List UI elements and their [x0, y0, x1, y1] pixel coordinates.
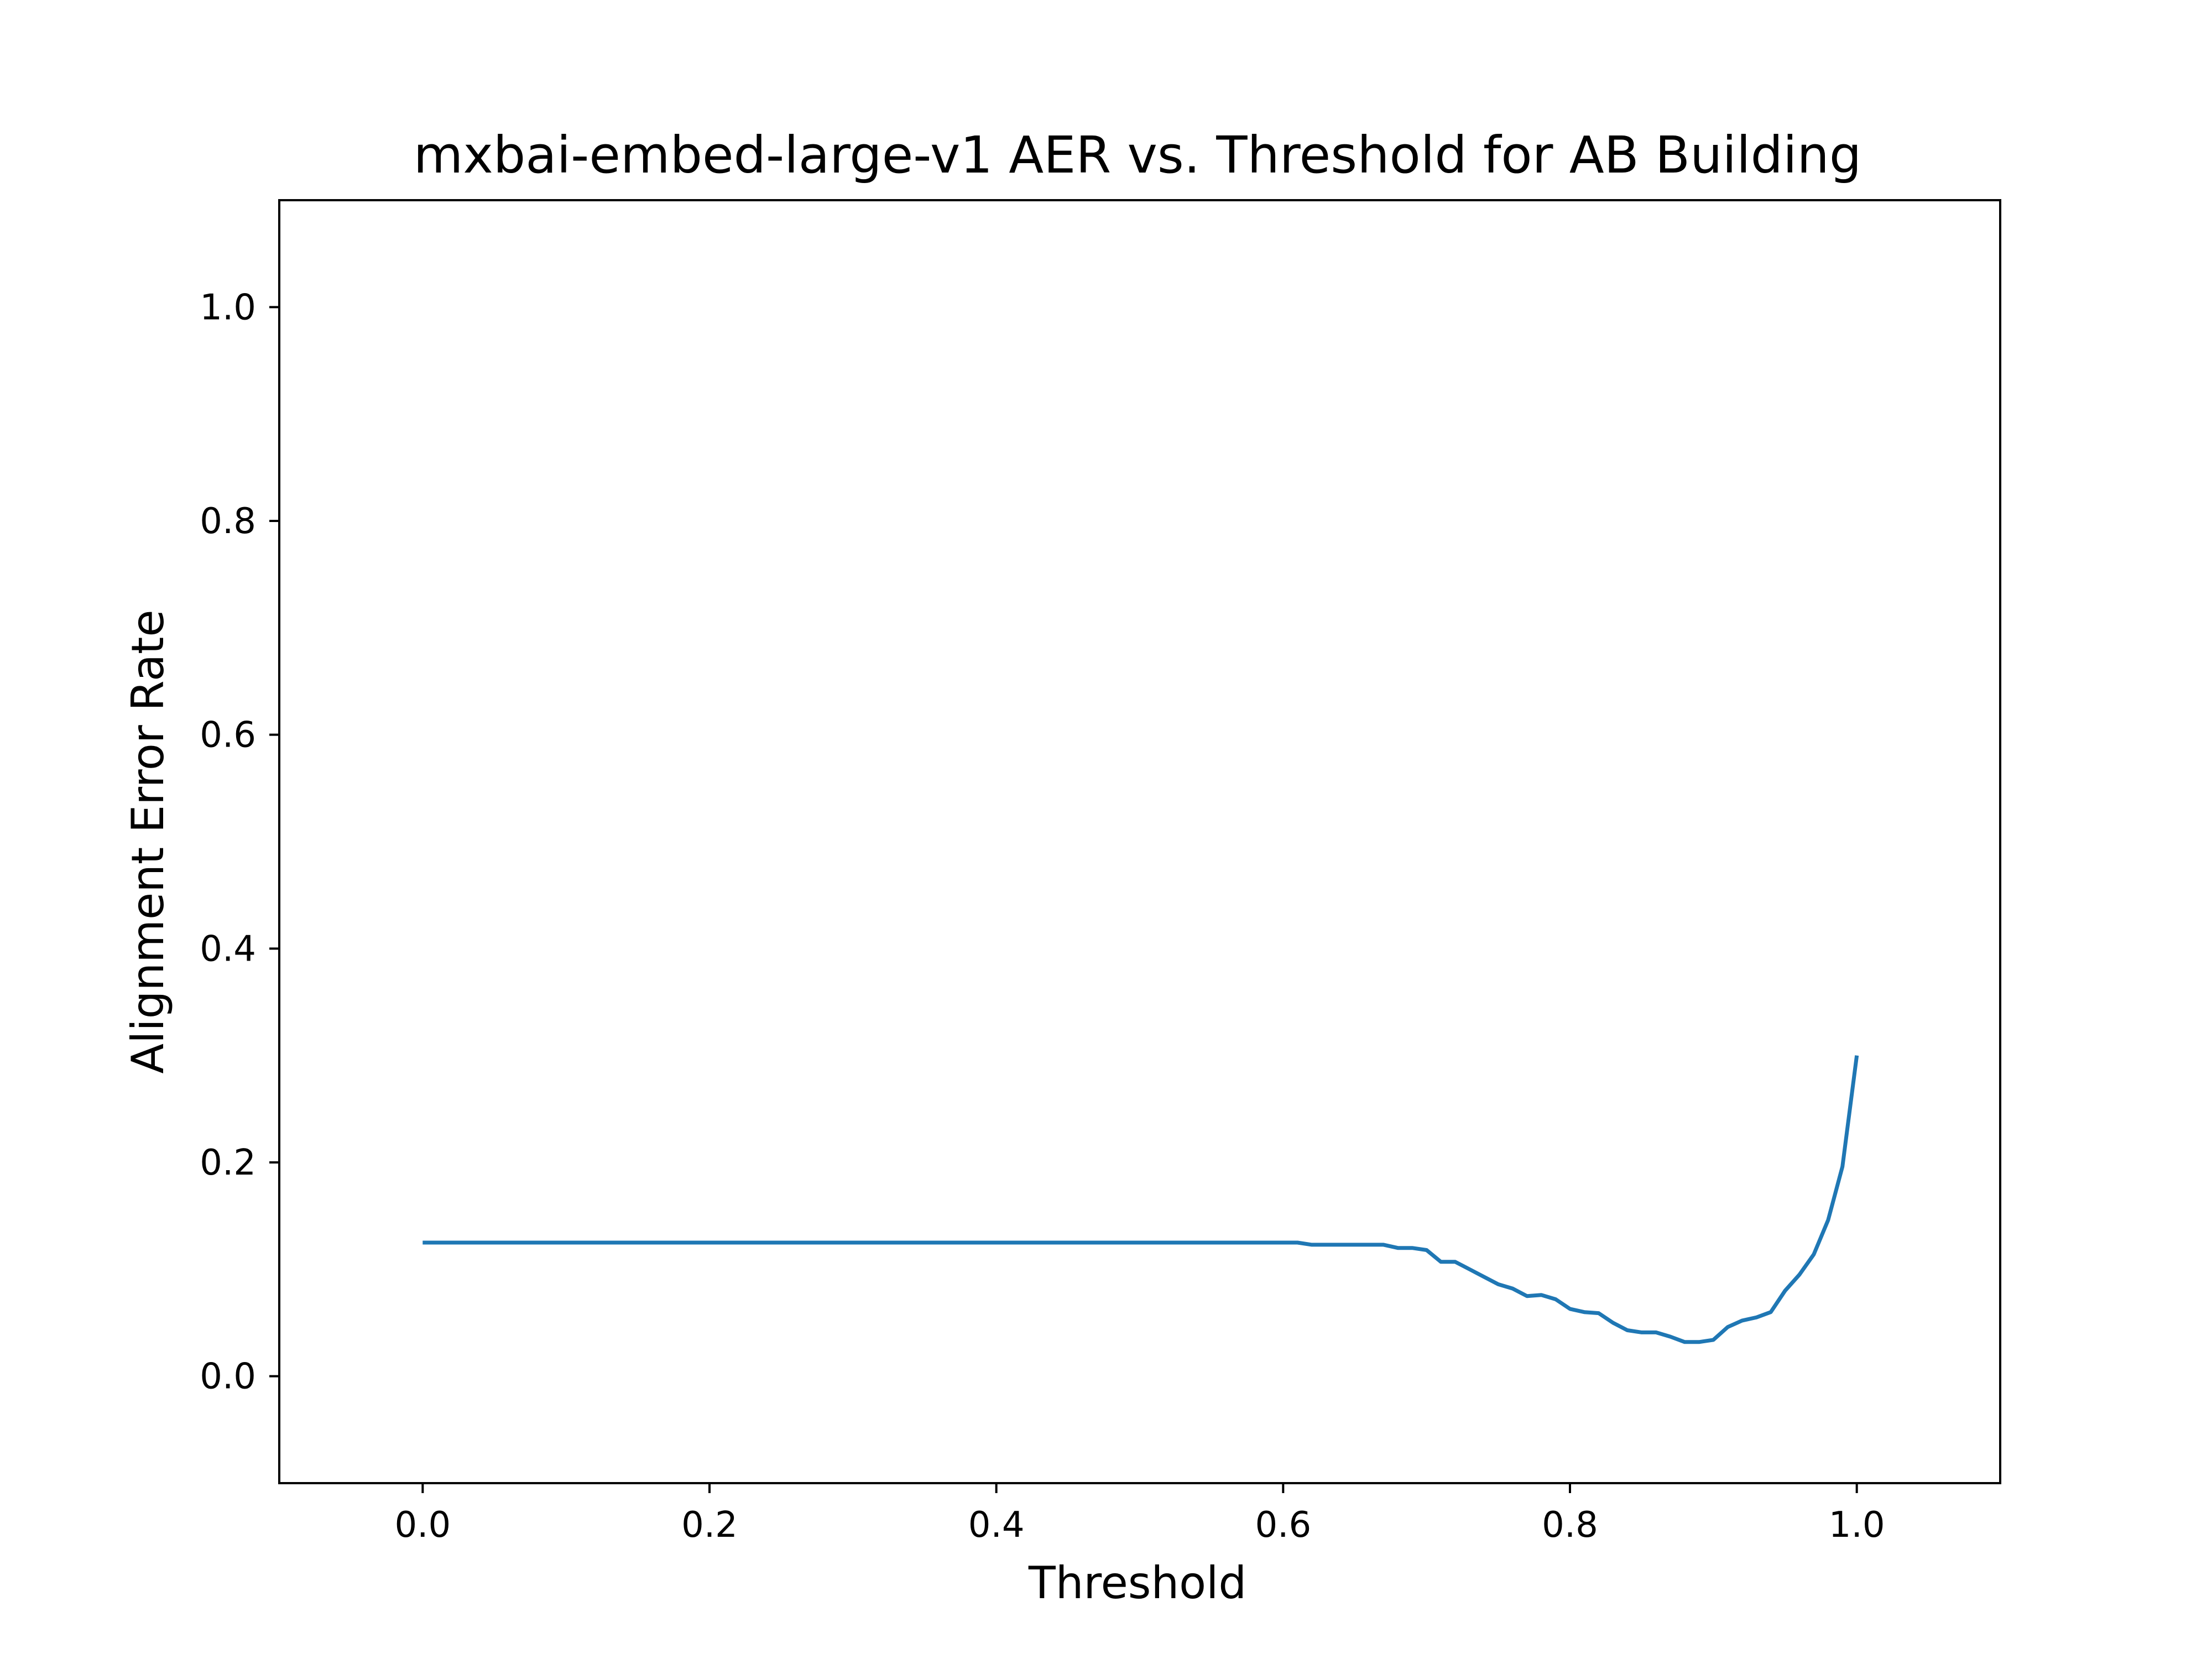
x-tick-label: 1.0 [1829, 1505, 1885, 1546]
chart-title: mxbai-embed-large-v1 AER vs. Threshold f… [414, 126, 1862, 185]
y-tick-label: 0.4 [200, 928, 256, 969]
y-tick-label: 1.0 [200, 287, 256, 328]
series-line [422, 1055, 1859, 1344]
x-tick-label: 0.0 [394, 1505, 451, 1546]
y-tick-label: 0.6 [200, 715, 256, 756]
x-axis: 0.0 0.2 0.4 0.6 0.8 1.0 [394, 1483, 1885, 1546]
x-tick-label: 0.2 [681, 1505, 738, 1546]
y-axis-label: Alignment Error Rate [122, 609, 174, 1073]
series-layer [422, 1055, 1859, 1344]
y-axis: 0.0 0.2 0.4 0.6 0.8 1.0 [200, 287, 279, 1397]
x-tick-label: 0.4 [968, 1505, 1025, 1546]
y-tick-label: 0.2 [200, 1142, 256, 1183]
x-axis-label: Threshold [1028, 1557, 1246, 1609]
y-tick-label: 0.8 [200, 501, 256, 542]
y-tick-label: 0.0 [200, 1357, 256, 1397]
plot-area-frame [278, 199, 2001, 1484]
x-tick-label: 0.6 [1255, 1505, 1311, 1546]
x-tick-label: 0.8 [1542, 1505, 1598, 1546]
